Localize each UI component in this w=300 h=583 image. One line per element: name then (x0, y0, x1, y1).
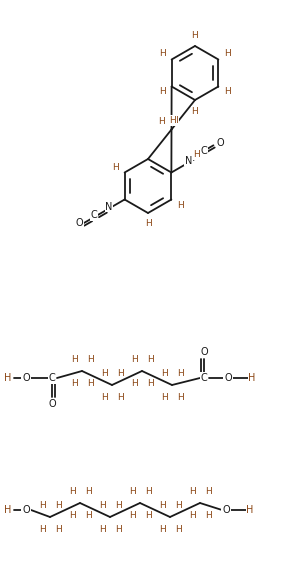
Text: H: H (224, 50, 231, 58)
Text: H: H (177, 392, 183, 402)
Text: H: H (39, 525, 45, 533)
Text: H: H (129, 511, 135, 519)
Text: H: H (4, 373, 12, 383)
Text: O: O (76, 219, 83, 229)
Text: H: H (159, 50, 166, 58)
Text: H: H (193, 150, 200, 159)
Text: O: O (222, 505, 230, 515)
Text: H: H (112, 163, 118, 171)
Text: H: H (69, 486, 75, 496)
Text: H: H (248, 373, 256, 383)
Text: H: H (159, 500, 165, 510)
Text: H: H (177, 368, 183, 378)
Text: H: H (117, 392, 123, 402)
Text: H: H (224, 87, 231, 97)
Text: H: H (175, 525, 182, 533)
Text: H: H (129, 486, 135, 496)
Text: H: H (189, 511, 195, 519)
Text: H: H (99, 525, 105, 533)
Text: H: H (85, 486, 92, 496)
Text: H: H (189, 486, 195, 496)
Text: H: H (160, 392, 167, 402)
Text: H: H (100, 368, 107, 378)
Text: H: H (145, 511, 152, 519)
Text: H: H (145, 220, 152, 229)
Text: H: H (145, 486, 152, 496)
Text: H: H (112, 163, 118, 171)
Text: H: H (147, 378, 153, 388)
Text: O: O (22, 505, 30, 515)
Text: H: H (100, 392, 107, 402)
Text: H: H (99, 500, 105, 510)
Text: H: H (87, 354, 93, 363)
Text: N: N (105, 202, 113, 212)
Text: H: H (147, 354, 153, 363)
Text: O: O (224, 373, 232, 383)
Text: C: C (91, 210, 98, 220)
Text: H: H (158, 117, 165, 126)
Text: H: H (130, 378, 137, 388)
Text: H: H (4, 505, 12, 515)
Text: H: H (70, 378, 77, 388)
Text: H: H (55, 500, 62, 510)
Text: H: H (115, 500, 122, 510)
Text: O: O (48, 399, 56, 409)
Text: H: H (175, 500, 182, 510)
Text: H: H (224, 50, 231, 58)
Text: H: H (70, 354, 77, 363)
Text: C: C (49, 373, 56, 383)
Text: H: H (159, 525, 165, 533)
Text: H: H (69, 511, 75, 519)
Text: H: H (169, 116, 176, 125)
Text: H: H (160, 368, 167, 378)
Text: N: N (185, 156, 192, 166)
Text: H: H (159, 50, 166, 58)
Text: H: H (178, 201, 184, 209)
Text: H: H (192, 30, 198, 40)
Text: H: H (117, 368, 123, 378)
Text: H: H (130, 354, 137, 363)
Text: O: O (216, 139, 224, 149)
Text: H: H (192, 107, 198, 115)
Text: H: H (39, 500, 45, 510)
Text: H: H (55, 525, 62, 533)
Text: H: H (171, 116, 178, 125)
Text: C: C (201, 146, 208, 156)
Text: H: H (192, 30, 198, 40)
Text: H: H (205, 486, 212, 496)
Text: H: H (178, 201, 184, 209)
Text: C: C (201, 373, 207, 383)
Text: H: H (158, 116, 165, 125)
Text: O: O (22, 373, 30, 383)
Text: O: O (200, 347, 208, 357)
Text: H: H (159, 87, 166, 97)
Text: H: H (246, 505, 254, 515)
Text: H: H (224, 87, 231, 97)
Text: H: H (85, 511, 92, 519)
Text: H: H (115, 525, 122, 533)
Text: H: H (145, 220, 152, 229)
Text: H: H (87, 378, 93, 388)
Text: H: H (205, 511, 212, 519)
